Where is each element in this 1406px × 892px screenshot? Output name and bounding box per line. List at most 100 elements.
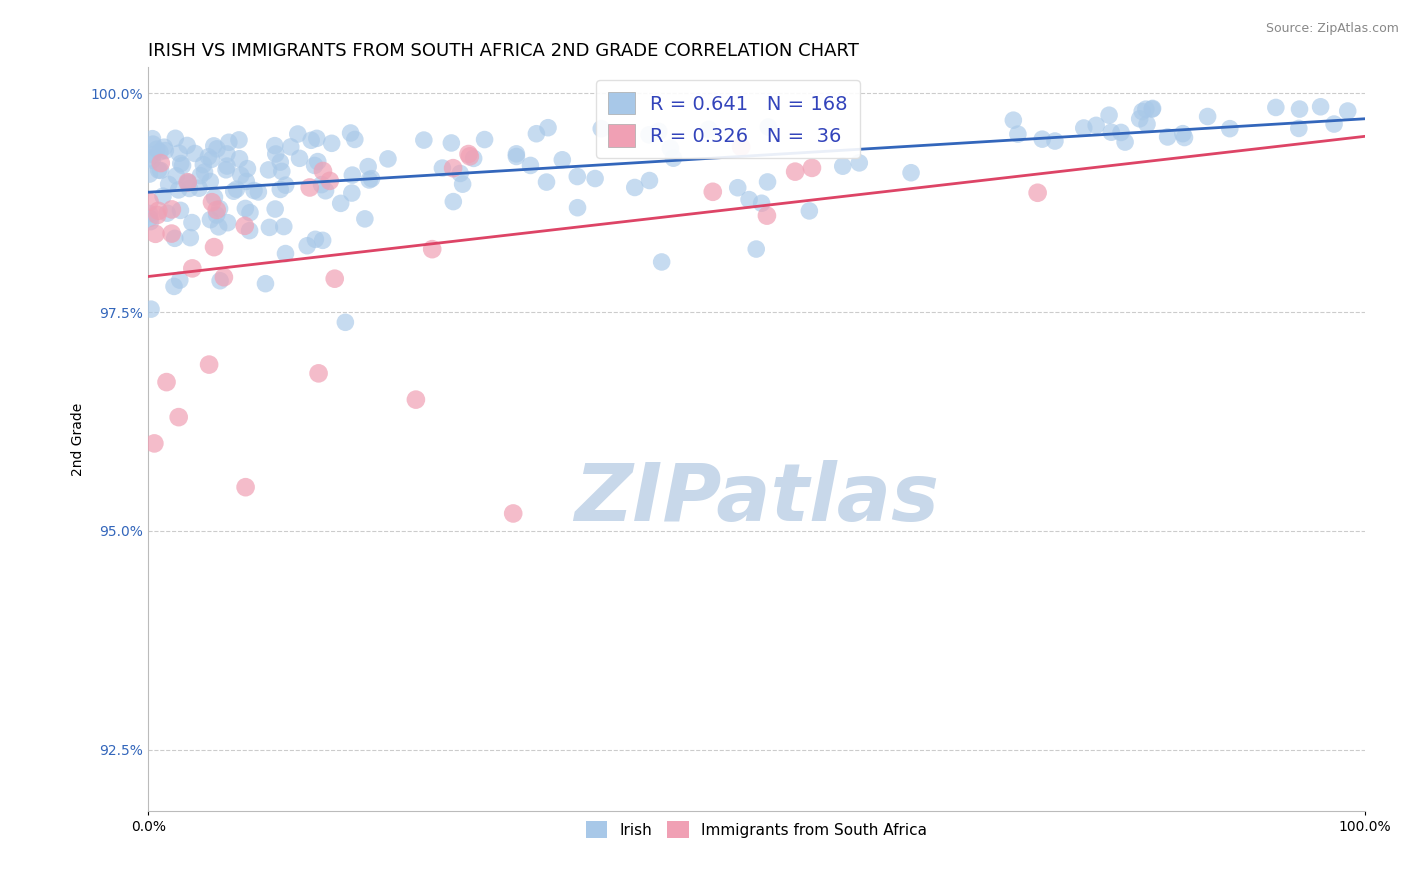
Point: [321, 136, 343, 151]
Point: [239, 205, 262, 219]
Point: [800, 161, 823, 175]
Point: [169, 203, 191, 218]
Point: [339, 126, 361, 140]
Point: [343, 132, 366, 146]
Point: [269, 155, 291, 169]
Point: [441, 161, 464, 176]
Point: [287, 127, 309, 141]
Point: [204, 190, 226, 204]
Point: [167, 146, 190, 161]
Point: [335, 315, 357, 329]
Point: [152, 189, 174, 203]
Point: [1288, 102, 1310, 116]
Point: [138, 194, 160, 209]
Point: [149, 156, 172, 170]
Point: [215, 159, 238, 173]
Point: [457, 147, 479, 161]
Point: [342, 168, 364, 182]
Point: [900, 166, 922, 180]
Point: [1136, 117, 1159, 131]
Point: [1288, 121, 1310, 136]
Point: [638, 173, 661, 187]
Point: [1142, 102, 1164, 116]
Point: [139, 214, 162, 228]
Point: [235, 480, 257, 494]
Point: [209, 274, 232, 288]
Point: [228, 133, 250, 147]
Point: [505, 146, 527, 161]
Point: [205, 202, 228, 217]
Point: [1156, 130, 1178, 145]
Point: [730, 140, 752, 154]
Text: Source: ZipAtlas.com: Source: ZipAtlas.com: [1265, 22, 1399, 36]
Point: [184, 146, 207, 161]
Point: [751, 196, 773, 211]
Point: [323, 271, 346, 285]
Point: [143, 436, 166, 450]
Point: [239, 224, 262, 238]
Point: [193, 165, 215, 179]
Point: [235, 174, 257, 188]
Point: [270, 164, 292, 178]
Point: [190, 169, 212, 183]
Point: [319, 174, 342, 188]
Point: [254, 277, 277, 291]
Text: ZIPatlas: ZIPatlas: [574, 459, 939, 538]
Point: [441, 194, 464, 209]
Point: [205, 142, 228, 156]
Point: [217, 216, 239, 230]
Point: [222, 184, 245, 198]
Point: [181, 261, 204, 276]
Point: [263, 138, 285, 153]
Point: [233, 219, 256, 233]
Point: [149, 145, 172, 159]
Point: [141, 153, 163, 168]
Point: [148, 203, 170, 218]
Point: [142, 137, 165, 152]
Point: [551, 153, 574, 167]
Point: [458, 149, 481, 163]
Point: [229, 169, 252, 183]
Point: [205, 208, 228, 222]
Point: [208, 202, 231, 216]
Point: [138, 206, 160, 220]
Point: [1135, 102, 1157, 116]
Point: [567, 169, 589, 184]
Point: [1007, 127, 1029, 141]
Point: [215, 147, 238, 161]
Point: [738, 193, 761, 207]
Point: [474, 132, 496, 146]
Point: [193, 158, 215, 172]
Point: [157, 178, 180, 192]
Point: [537, 120, 560, 135]
Point: [702, 185, 724, 199]
Point: [307, 154, 329, 169]
Point: [295, 238, 318, 252]
Point: [831, 159, 853, 173]
Point: [160, 202, 183, 217]
Point: [519, 158, 541, 172]
Point: [153, 140, 176, 154]
Point: [197, 150, 219, 164]
Point: [273, 219, 295, 234]
Point: [1197, 110, 1219, 124]
Point: [298, 180, 321, 194]
Point: [148, 163, 170, 178]
Point: [785, 164, 807, 178]
Point: [359, 173, 381, 187]
Point: [1171, 127, 1194, 141]
Point: [188, 181, 211, 195]
Point: [304, 158, 326, 172]
Point: [1309, 100, 1331, 114]
Point: [1099, 125, 1122, 139]
Point: [536, 175, 558, 189]
Point: [432, 161, 454, 175]
Point: [1337, 103, 1360, 118]
Point: [1140, 102, 1163, 116]
Point: [1129, 112, 1152, 126]
Point: [1098, 108, 1121, 122]
Point: [172, 159, 194, 173]
Point: [299, 133, 322, 147]
Point: [156, 206, 179, 220]
Point: [440, 136, 463, 150]
